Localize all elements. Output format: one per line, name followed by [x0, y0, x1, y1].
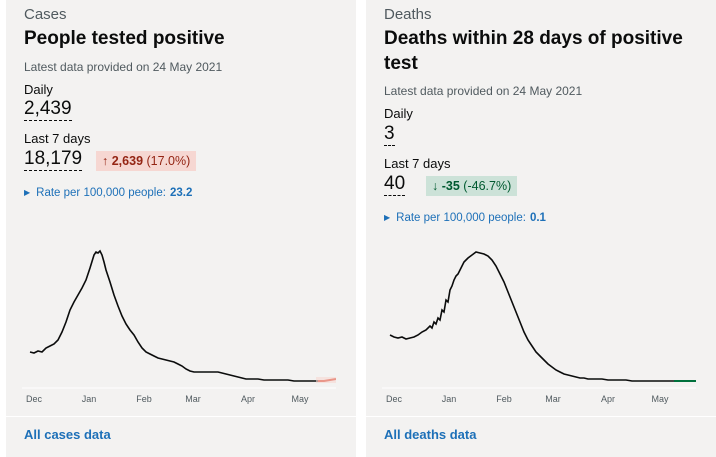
deaths-last7-value[interactable]: 40 [384, 173, 406, 196]
cases-latest-date: Latest data provided on 24 May 2021 [24, 60, 223, 74]
triangle-right-icon: ▶ [24, 188, 31, 197]
arrow-up-icon: ↑ [102, 154, 109, 168]
cases-footer-divider [6, 416, 356, 417]
cases-card: Cases People tested positive Latest data… [6, 0, 356, 457]
deaths-rate-label: Rate per 100,000 people: [396, 212, 526, 224]
deaths-tick-feb: Feb [496, 394, 512, 404]
all-deaths-link[interactable]: All deaths data [384, 427, 477, 442]
cases-daily-value[interactable]: 2,439 [24, 98, 72, 121]
deaths-card: Deaths Deaths within 28 days of positive… [366, 0, 716, 457]
cases-caption: Cases [24, 6, 67, 23]
cases-tick-dec: Dec [26, 394, 43, 404]
all-cases-link[interactable]: All cases data [24, 427, 111, 442]
cases-tick-mar: Mar [185, 394, 201, 404]
deaths-daily-label: Daily [384, 106, 413, 121]
cases-tick-may: May [291, 394, 309, 404]
deaths-tick-dec: Dec [386, 394, 403, 404]
deaths-tick-may: May [651, 394, 669, 404]
cases-tick-jan: Jan [82, 394, 97, 404]
cases-recent-area [316, 377, 336, 383]
deaths-rate-toggle[interactable]: ▶ Rate per 100,000 people: 0.1 [384, 212, 546, 224]
cases-daily-label: Daily [24, 82, 53, 97]
cases-last7-label: Last 7 days [24, 131, 91, 146]
deaths-change-badge: ↓ -35 (-46.7%) [426, 176, 518, 196]
cases-rate-label: Rate per 100,000 people: [36, 187, 166, 199]
cases-rate-toggle[interactable]: ▶ Rate per 100,000 people: 23.2 [24, 187, 192, 199]
deaths-tick-jan: Jan [442, 394, 457, 404]
triangle-right-icon: ▶ [384, 213, 391, 222]
cases-chart: Dec Jan Feb Mar Apr May [22, 249, 336, 404]
cases-tick-apr: Apr [241, 394, 255, 404]
cases-tick-feb: Feb [136, 394, 152, 404]
deaths-footer-divider [366, 416, 716, 417]
deaths-chart: Dec Jan Feb Mar Apr May [382, 251, 696, 404]
deaths-latest-date: Latest data provided on 24 May 2021 [384, 84, 583, 98]
deaths-title: Deaths within 28 days of positive test [384, 28, 683, 74]
cases-last7-value[interactable]: 18,179 [24, 148, 83, 171]
deaths-caption: Deaths [384, 6, 432, 23]
deaths-change-value: -35 [441, 179, 460, 193]
cases-rate-value: 23.2 [169, 187, 193, 199]
deaths-tick-apr: Apr [601, 394, 615, 404]
arrow-down-icon: ↓ [432, 179, 439, 193]
deaths-rate-value: 0.1 [529, 212, 546, 224]
cases-title: People tested positive [24, 28, 225, 49]
cases-trend-line [29, 249, 318, 382]
deaths-change-pct: (-46.7%) [463, 179, 512, 193]
deaths-daily-value[interactable]: 3 [384, 123, 395, 146]
deaths-tick-mar: Mar [545, 394, 561, 404]
deaths-last7-label: Last 7 days [384, 156, 451, 171]
cases-change-badge: ↑ 2,639 (17.0%) [96, 151, 197, 171]
deaths-trend-line [389, 251, 674, 382]
cases-change-value: 2,639 [111, 154, 144, 168]
cases-change-pct: (17.0%) [146, 154, 191, 168]
